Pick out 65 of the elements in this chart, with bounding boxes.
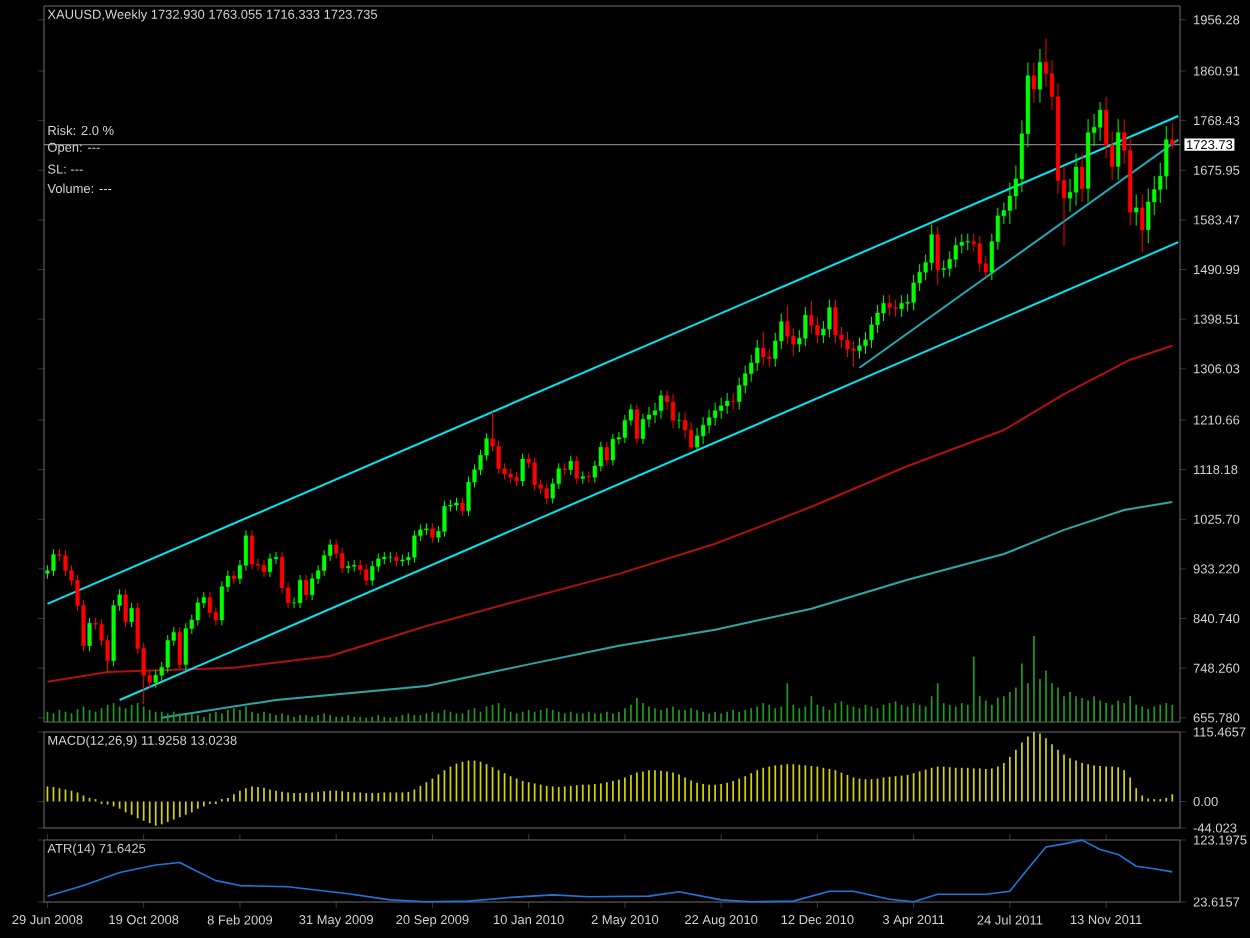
candlestick <box>129 602 134 628</box>
candlestick <box>658 389 664 420</box>
candlestick <box>1098 101 1103 142</box>
candlestick <box>460 497 465 517</box>
candlestick <box>123 588 128 628</box>
candlestick <box>977 235 982 273</box>
candlestick <box>574 455 579 485</box>
candlestick <box>364 563 369 587</box>
candlestick <box>544 482 549 505</box>
candlestick <box>177 626 182 671</box>
candlestick <box>1073 153 1079 207</box>
candlestick <box>803 306 808 347</box>
candlestick <box>231 570 236 585</box>
candlestick <box>719 397 724 420</box>
candlestick <box>532 456 537 491</box>
candlestick <box>701 416 706 445</box>
candlestick <box>857 337 862 360</box>
candlestick <box>604 441 609 466</box>
candlestick <box>827 299 832 338</box>
candlestick <box>1140 193 1145 253</box>
candlestick <box>183 622 188 671</box>
candlestick <box>833 299 838 344</box>
candlestick <box>586 470 591 484</box>
candlestick <box>1031 61 1037 104</box>
candlestick <box>929 223 934 272</box>
candlestick <box>370 560 375 587</box>
candlestick <box>713 402 718 427</box>
candlestick <box>249 529 255 571</box>
candlestick <box>388 551 393 564</box>
candlestick <box>430 522 435 544</box>
candlestick <box>1037 48 1043 104</box>
candlestick <box>340 547 345 574</box>
candlestick <box>195 596 200 626</box>
line-series <box>46 344 1174 683</box>
candlestick <box>568 455 573 476</box>
candlestick <box>87 617 92 652</box>
candlestick <box>412 529 417 564</box>
candlestick <box>1116 118 1121 181</box>
candlestick <box>851 340 856 368</box>
candlestick <box>725 392 730 415</box>
candlestick <box>267 552 273 578</box>
candlestick <box>899 294 904 318</box>
line-series <box>46 839 1174 903</box>
candlestick <box>297 574 303 609</box>
candlestick <box>261 559 267 578</box>
candlestick <box>941 259 946 279</box>
candlestick <box>51 548 56 577</box>
line-series <box>160 500 1174 719</box>
candlestick <box>1170 123 1175 150</box>
candlestick <box>1079 153 1085 203</box>
candlestick <box>670 393 676 429</box>
candlestick <box>887 294 892 317</box>
candlestick <box>520 453 525 487</box>
candlestick <box>676 411 682 429</box>
candlestick <box>304 574 309 601</box>
candlestick <box>634 403 640 445</box>
candlestick <box>935 226 940 286</box>
candlestick <box>610 433 615 466</box>
candlestick <box>442 500 447 538</box>
candlestick <box>207 591 212 619</box>
candlestick <box>165 634 170 674</box>
candlestick <box>1134 193 1139 227</box>
candlestick <box>761 331 766 366</box>
candlestick <box>640 413 646 445</box>
candlestick <box>310 572 315 601</box>
